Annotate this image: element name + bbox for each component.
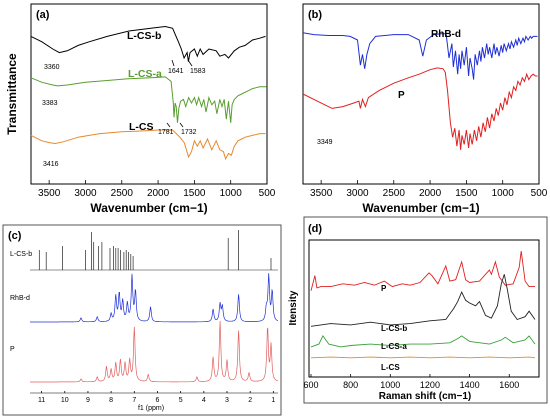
xtick-label-1000: 1000 bbox=[492, 188, 515, 199]
panel-d-curves bbox=[310, 250, 536, 359]
xtick-label-10: 10 bbox=[61, 397, 69, 404]
panel-b-legend-p: P bbox=[398, 90, 405, 101]
xtick-label-5: 5 bbox=[179, 397, 183, 404]
xtick-label-3000: 3000 bbox=[74, 188, 97, 199]
panel-c-legend-lcsb: L-CS-b bbox=[10, 251, 32, 258]
arrow-1583 bbox=[187, 59, 193, 67]
xtick-label-2000: 2000 bbox=[419, 188, 442, 199]
xtick-label-9: 9 bbox=[86, 397, 90, 404]
panel-c-frame bbox=[2, 224, 282, 416]
series-rhb-d-line bbox=[302, 32, 538, 80]
panel-c-curves bbox=[30, 230, 279, 383]
xtick-label-1: 1 bbox=[271, 397, 275, 404]
xtick-label-2000: 2000 bbox=[147, 188, 170, 199]
panel-c-legend-rhbd: RhB-d bbox=[10, 295, 30, 302]
xtick-label-11: 11 bbox=[38, 397, 45, 404]
panel-d-legend-lcsa: L-CS-a bbox=[381, 342, 407, 351]
xtick-label-4: 4 bbox=[202, 397, 206, 404]
panel-d-ticks: 600 800 1000 1200 1400 1600 bbox=[303, 374, 519, 390]
panel-c: (c) L-CS-b RhB-d P 11 10 9 8 7 6 5 4 3 2 1 f1 (ppm… bbox=[2, 224, 282, 416]
panel-d-label: (d) bbox=[308, 223, 322, 235]
series-p-line bbox=[302, 67, 538, 150]
panel-a-ticks: 3500 3000 2500 2000 1500 1000 500 bbox=[38, 180, 276, 199]
panel-b: (b) 3500 3000 2500 2000 1500 1000 500 Wavenumb… bbox=[302, 3, 548, 215]
annotation-1583: 1583 bbox=[190, 68, 206, 75]
panel-a-legend-lcsa: L-CS-a bbox=[128, 68, 162, 80]
xtick-label-2500: 2500 bbox=[383, 188, 406, 199]
panel-d-outer-frame bbox=[303, 216, 548, 404]
xtick-label-3000: 3000 bbox=[346, 188, 369, 199]
xtick-label-500: 500 bbox=[259, 188, 276, 199]
panel-a-label: (a) bbox=[36, 9, 50, 21]
panel-a-legend-lcs: L-CS bbox=[129, 121, 154, 133]
xtick-label-3: 3 bbox=[225, 397, 229, 404]
xtick-label-3500: 3500 bbox=[38, 188, 61, 199]
arrow-1732 bbox=[179, 122, 184, 128]
panel-c-ticks: 11 10 9 8 7 6 5 4 3 2 1 bbox=[38, 391, 275, 404]
panel-d-legend-lcs: L-CS bbox=[381, 363, 400, 372]
series-p-line bbox=[310, 250, 535, 291]
panel-a-xlabel: Wavenumber (cm−1) bbox=[90, 201, 207, 215]
series-l-cs-line bbox=[310, 356, 536, 359]
panel-a: (a) 3500 3000 2500 2000 1500 1000 500 Wavenumb… bbox=[5, 3, 276, 215]
annotation-1732: 1732 bbox=[181, 129, 197, 136]
panel-d-xlabel: Raman shift (cm−1) bbox=[379, 391, 472, 402]
xtick-label-1600: 1600 bbox=[499, 380, 519, 390]
series-rhb-d-line bbox=[30, 273, 279, 323]
panel-c-legend-p: P bbox=[10, 346, 15, 353]
xtick-label-1200: 1200 bbox=[420, 380, 440, 390]
series-l-cs-b-line bbox=[310, 274, 536, 327]
annotation-3383: 3383 bbox=[42, 100, 58, 107]
panel-d-ylabel: Itensity bbox=[288, 290, 299, 325]
xtick-label-7: 7 bbox=[132, 397, 136, 404]
panel-d-plot-frame bbox=[308, 239, 540, 378]
annotation-3349: 3349 bbox=[317, 139, 333, 146]
xtick-label-1500: 1500 bbox=[455, 188, 478, 199]
panel-d-legend-lcsb: L-CS-b bbox=[381, 324, 407, 333]
panel-b-legend-rhbd: RhB-d bbox=[431, 29, 461, 40]
panel-d-legend-p: P bbox=[381, 284, 387, 293]
panel-a-legend-lcsb: L-CS-b bbox=[127, 30, 161, 42]
xtick-label-1000: 1000 bbox=[220, 188, 243, 199]
panel-b-curves bbox=[302, 32, 538, 150]
panel-b-xlabel: Wavenumber (cm−1) bbox=[362, 201, 479, 215]
panel-b-frame bbox=[302, 3, 540, 185]
annotation-3360: 3360 bbox=[44, 64, 60, 71]
xtick-label-2: 2 bbox=[248, 397, 252, 404]
panel-b-ticks: 3500 3000 2500 2000 1500 1000 500 bbox=[310, 180, 548, 199]
annotation-1781: 1781 bbox=[158, 129, 174, 136]
xtick-label-2500: 2500 bbox=[111, 188, 134, 199]
annotation-1641: 1641 bbox=[168, 68, 184, 75]
arrow-1781 bbox=[166, 122, 171, 128]
xtick-label-6: 6 bbox=[156, 397, 160, 404]
xtick-label-1500: 1500 bbox=[183, 188, 206, 199]
xtick-label-600: 600 bbox=[303, 380, 318, 390]
xtick-label-500: 500 bbox=[531, 188, 548, 199]
annotation-3416: 3416 bbox=[43, 161, 59, 168]
panel-c-label: (c) bbox=[8, 230, 22, 242]
series-l-cs-a-line bbox=[310, 335, 536, 348]
xtick-label-8: 8 bbox=[109, 397, 113, 404]
series-l-cs-line bbox=[30, 129, 266, 161]
xtick-label-1000: 1000 bbox=[380, 380, 400, 390]
panel-c-xlabel: f1 (ppm) bbox=[138, 405, 164, 412]
xtick-label-800: 800 bbox=[343, 380, 358, 390]
panel-a-curves bbox=[30, 25, 267, 161]
panel-d: (d) 600 800 1000 1200 1400 1600 Raman shift (… bbox=[288, 216, 548, 404]
panel-a-ylabel: Transmittance bbox=[5, 53, 19, 135]
panel-a-frame bbox=[30, 3, 268, 185]
series-l-cs-a-line bbox=[30, 76, 267, 123]
xtick-label-3500: 3500 bbox=[310, 188, 333, 199]
panel-b-label: (b) bbox=[308, 9, 322, 21]
arrow-1641 bbox=[171, 59, 175, 67]
series-l-cs-b-line bbox=[30, 25, 266, 62]
series-p-line bbox=[30, 320, 279, 383]
xtick-label-1400: 1400 bbox=[460, 380, 480, 390]
